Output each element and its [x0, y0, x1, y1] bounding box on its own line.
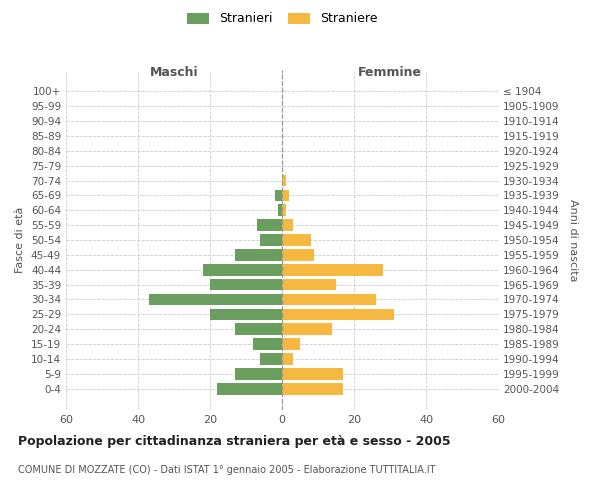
Bar [282, 234, 311, 246]
Bar [282, 324, 332, 335]
Bar [282, 383, 343, 394]
Bar [282, 338, 300, 350]
Bar [235, 249, 282, 260]
Bar [282, 368, 343, 380]
Bar [282, 204, 286, 216]
Bar [282, 174, 286, 186]
Bar [282, 353, 293, 365]
Bar [282, 308, 394, 320]
Bar [282, 249, 314, 260]
Y-axis label: Fasce di età: Fasce di età [16, 207, 25, 273]
Text: Popolazione per cittadinanza straniera per età e sesso - 2005: Popolazione per cittadinanza straniera p… [18, 435, 451, 448]
Bar [282, 264, 383, 276]
Bar [235, 368, 282, 380]
Bar [257, 220, 282, 231]
Bar [260, 234, 282, 246]
Bar [210, 308, 282, 320]
Bar [282, 294, 376, 306]
Bar [210, 279, 282, 290]
Y-axis label: Anni di nascita: Anni di nascita [568, 198, 578, 281]
Bar [235, 324, 282, 335]
Bar [282, 190, 289, 201]
Bar [260, 353, 282, 365]
Bar [149, 294, 282, 306]
Bar [282, 220, 293, 231]
Text: Femmine: Femmine [358, 66, 422, 80]
Text: COMUNE DI MOZZATE (CO) - Dati ISTAT 1° gennaio 2005 - Elaborazione TUTTITALIA.IT: COMUNE DI MOZZATE (CO) - Dati ISTAT 1° g… [18, 465, 436, 475]
Bar [253, 338, 282, 350]
Bar [282, 279, 336, 290]
Bar [278, 204, 282, 216]
Bar [275, 190, 282, 201]
Bar [217, 383, 282, 394]
Bar [203, 264, 282, 276]
Legend: Stranieri, Straniere: Stranieri, Straniere [183, 8, 381, 29]
Text: Maschi: Maschi [149, 66, 199, 80]
